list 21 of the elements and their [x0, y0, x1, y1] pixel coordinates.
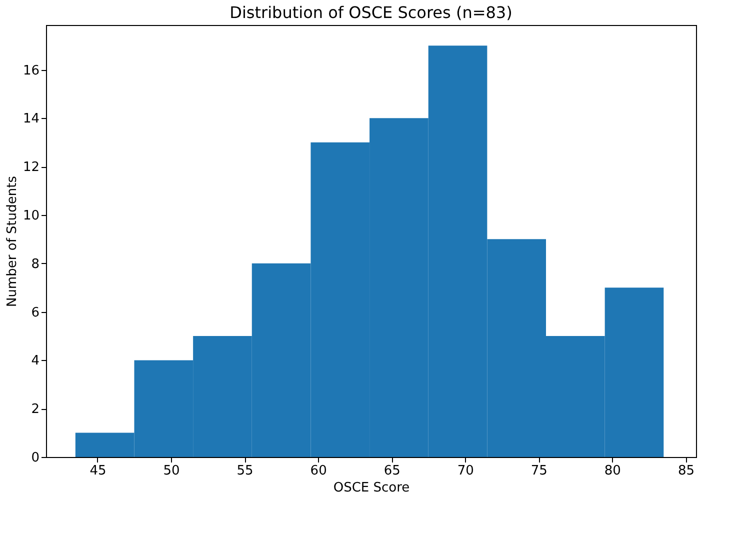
x-tick-label: 85 — [678, 464, 694, 478]
y-tick-label: 14 — [22, 112, 40, 127]
y-tick-label: 8 — [31, 256, 40, 272]
y-tick-label: 6 — [31, 305, 40, 320]
x-tick-label: 65 — [384, 464, 400, 478]
y-tick-label: 0 — [31, 450, 40, 466]
x-tick-label: 60 — [310, 464, 327, 478]
y-tick-label: 12 — [22, 160, 40, 176]
x-tick-label: 55 — [236, 464, 254, 478]
y-tick-label: 4 — [31, 354, 40, 369]
chart-title: Distribution of OSCE Scores (n=83) — [230, 3, 512, 22]
x-tick-label: 50 — [163, 464, 180, 478]
y-axis-title: Number of Students — [4, 176, 20, 307]
y-tick-label: 10 — [22, 208, 40, 224]
x-tick-label: 80 — [604, 464, 621, 478]
x-tick-label: 45 — [90, 464, 106, 478]
x-tick-label: 70 — [457, 464, 474, 478]
y-tick-label: 16 — [22, 63, 40, 78]
y-tick-label: 2 — [31, 402, 40, 418]
x-tick-label: 75 — [530, 464, 548, 478]
x-axis-title: OSCE Score — [333, 480, 410, 496]
